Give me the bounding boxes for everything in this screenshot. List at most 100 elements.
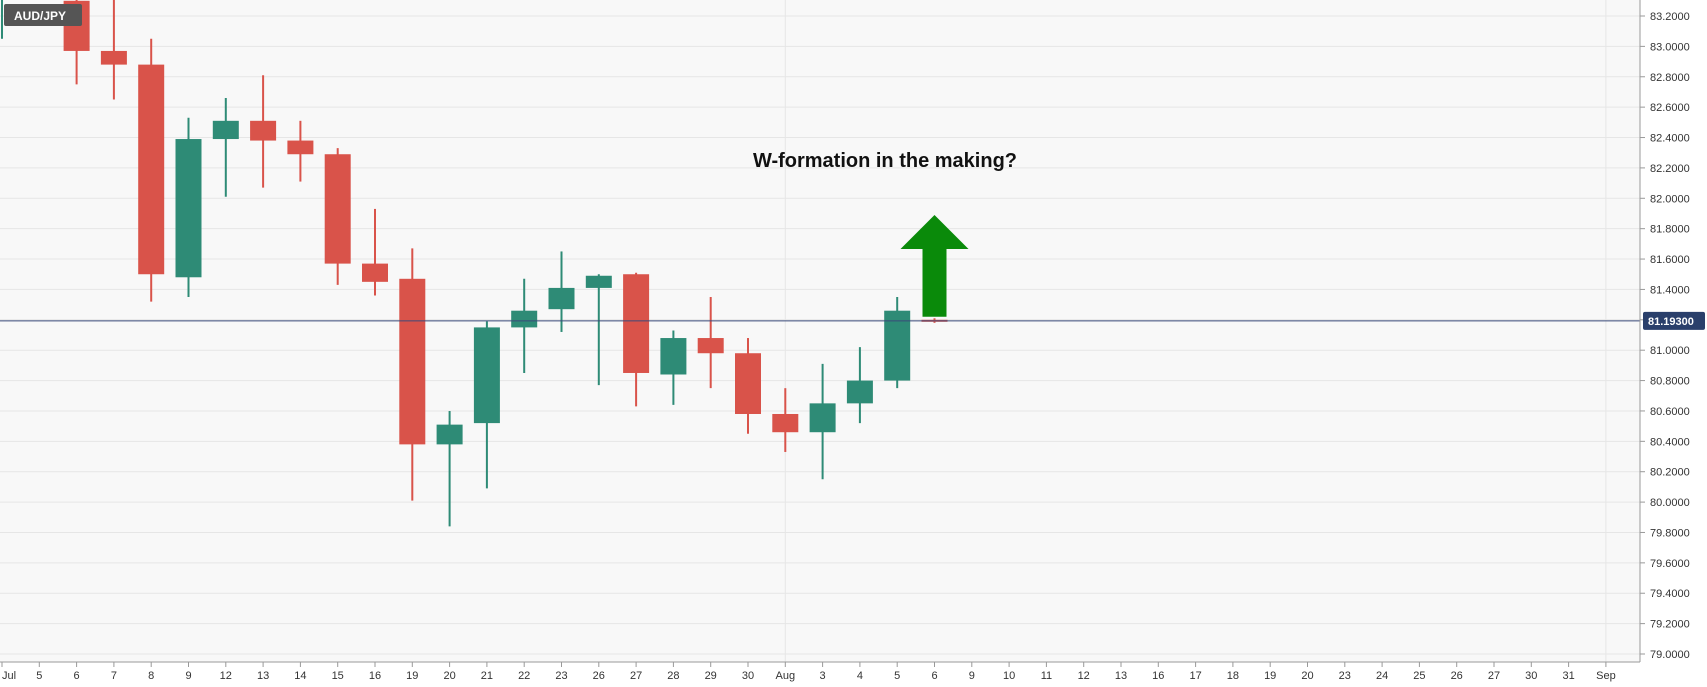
price-tick-label: 79.0000 xyxy=(1650,649,1690,661)
time-axis[interactable]: Jul 5 6 7 8 9 12 13 14 15 16 19 20 21 22 23 26 27 28 29 30 Au… xyxy=(0,661,1640,682)
time-tick-label: 25 xyxy=(1413,670,1425,682)
time-tick-label: 27 xyxy=(630,670,642,682)
price-tick-label: 80.6000 xyxy=(1650,406,1690,418)
time-tick-label: 24 xyxy=(1376,670,1388,682)
time-tick-label: 7 xyxy=(111,670,117,682)
time-tick-label: Jul xyxy=(2,670,16,682)
price-tick-label: 82.0000 xyxy=(1650,193,1690,205)
up-arrow-icon xyxy=(900,214,969,317)
candle-body xyxy=(660,338,687,375)
time-tick-label: 9 xyxy=(185,670,191,682)
time-tick-label: 20 xyxy=(1301,670,1313,682)
symbol-badge-bg xyxy=(4,4,82,26)
price-tick-label: 80.0000 xyxy=(1650,497,1690,509)
time-tick-label: 6 xyxy=(74,670,80,682)
candle-body xyxy=(362,263,388,282)
time-tick-label: 30 xyxy=(742,670,754,682)
candle-body xyxy=(175,139,202,278)
time-tick-label: 15 xyxy=(332,670,344,682)
candle-body xyxy=(623,274,650,373)
time-tick-label: 21 xyxy=(481,670,493,682)
time-tick-label: 5 xyxy=(894,670,900,682)
plot-background xyxy=(0,0,1640,662)
time-tick-label: 10 xyxy=(1003,670,1015,682)
price-tick-label: 79.4000 xyxy=(1650,588,1690,600)
price-tick-label: 81.6000 xyxy=(1650,254,1690,266)
price-axis-bg xyxy=(1641,0,1707,687)
symbol-label: AUD/JPY xyxy=(14,9,66,23)
price-tick-label: 82.8000 xyxy=(1650,72,1690,84)
price-tick-label: 81.0000 xyxy=(1650,345,1690,357)
time-tick-label: 8 xyxy=(148,670,154,682)
candle-body xyxy=(287,140,314,155)
candle-body xyxy=(399,278,426,445)
time-tick-label: 12 xyxy=(220,670,232,682)
candle-body xyxy=(138,64,165,275)
candle-body xyxy=(846,380,873,404)
time-tick-label: 23 xyxy=(555,670,567,682)
time-tick-label: 13 xyxy=(257,670,269,682)
grid xyxy=(0,0,1640,662)
time-tick-label: 26 xyxy=(1451,670,1463,682)
symbol-badge: AUD/JPY xyxy=(4,4,82,26)
time-tick-label: 22 xyxy=(518,670,530,682)
overlay xyxy=(0,214,1640,322)
price-tick-label: 80.8000 xyxy=(1650,376,1690,388)
price-tick-label: 82.6000 xyxy=(1650,102,1690,114)
time-tick-label: 26 xyxy=(593,670,605,682)
price-tick-label: 81.8000 xyxy=(1650,224,1690,236)
candle-body xyxy=(511,310,538,328)
time-tick-label: 11 xyxy=(1041,670,1052,682)
time-tick-label: 31 xyxy=(1562,670,1574,682)
price-tick-label: 79.8000 xyxy=(1650,527,1690,539)
candle-body xyxy=(250,120,277,141)
price-tick-label: 80.2000 xyxy=(1650,467,1690,479)
candle-body xyxy=(548,287,575,310)
candle-body xyxy=(100,50,127,65)
candle-body xyxy=(735,353,761,414)
time-tick-label: 20 xyxy=(443,670,455,682)
price-tick-label: 82.4000 xyxy=(1650,133,1690,145)
candle-body xyxy=(809,403,836,433)
price-tick-label: 82.2000 xyxy=(1650,163,1690,175)
annotation-title: W-formation in the making? xyxy=(753,150,1017,172)
time-tick-label: 23 xyxy=(1339,670,1351,682)
time-tick-label: 14 xyxy=(294,670,306,682)
candle-body xyxy=(212,120,239,140)
price-tick-label: 79.6000 xyxy=(1650,558,1690,570)
candle-body xyxy=(884,310,911,381)
time-tick-label: 5 xyxy=(36,670,42,682)
time-tick-label: 30 xyxy=(1525,670,1537,682)
time-tick-label: 27 xyxy=(1488,670,1500,682)
candle-body xyxy=(324,154,351,264)
time-tick-label: 12 xyxy=(1078,670,1090,682)
price-tick-label: 83.0000 xyxy=(1650,41,1690,53)
time-tick-label: 17 xyxy=(1189,670,1201,682)
candle-body xyxy=(436,424,463,445)
price-tick-label: 79.2000 xyxy=(1650,619,1690,631)
time-tick-label: 13 xyxy=(1115,670,1127,682)
price-tick-label: 83.2000 xyxy=(1650,11,1690,23)
current-price-label: 81.19300 xyxy=(1648,316,1694,328)
time-tick-label: 16 xyxy=(1152,670,1164,682)
time-tick-label: 19 xyxy=(406,670,418,682)
time-tick-label: 19 xyxy=(1264,670,1276,682)
time-tick-label: Sep xyxy=(1596,670,1616,682)
candle-body xyxy=(473,327,500,424)
time-tick-label: 18 xyxy=(1227,670,1239,682)
time-tick-label: 29 xyxy=(705,670,717,682)
time-tick-label: 9 xyxy=(969,670,975,682)
candles xyxy=(1,0,948,527)
candle-body xyxy=(697,338,724,354)
price-tick-label: 80.4000 xyxy=(1650,436,1690,448)
time-tick-label: 3 xyxy=(820,670,826,682)
time-tick-label: 28 xyxy=(667,670,679,682)
price-axis[interactable]: 83.2000 83.0000 82.8000 82.6000 82.4000 82.20… xyxy=(1639,0,1707,687)
price-tick-label: 81.4000 xyxy=(1650,284,1690,296)
candle-body xyxy=(585,275,612,288)
time-tick-label: 16 xyxy=(369,670,381,682)
time-tick-label: Aug xyxy=(776,670,796,682)
time-tick-label: 4 xyxy=(857,670,863,682)
time-tick-label: 6 xyxy=(931,670,937,682)
